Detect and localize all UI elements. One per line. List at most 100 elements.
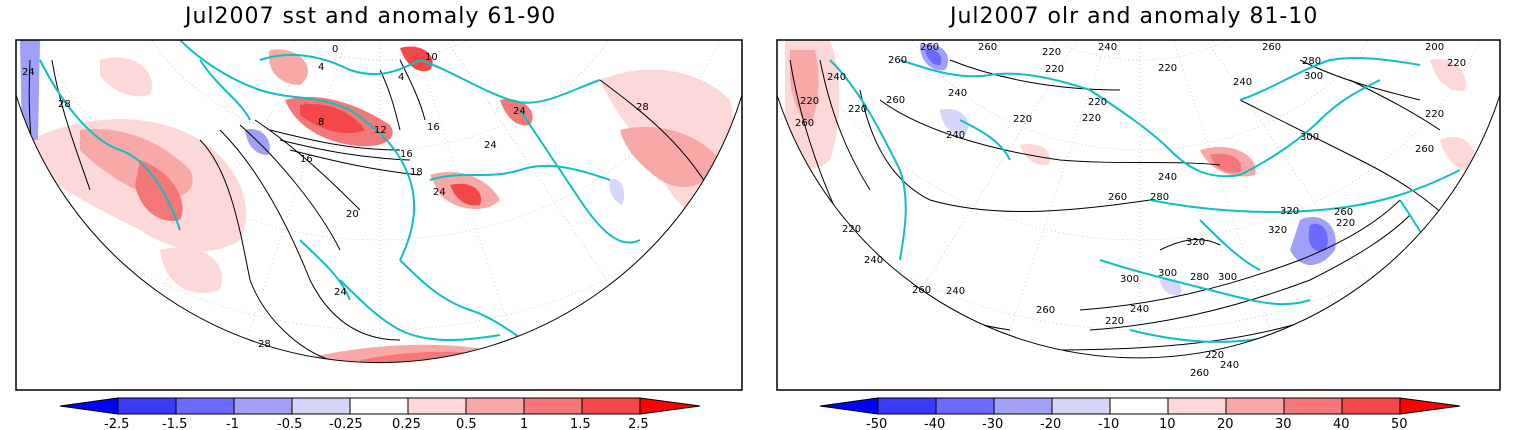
right-contour-label: 300: [1304, 71, 1323, 82]
left-contour-label: 28: [258, 339, 271, 350]
left-colorbar-label: 0.25: [392, 417, 421, 430]
right-contour-label: 300: [1120, 274, 1139, 285]
right-contour-label: 240: [948, 88, 967, 99]
left-colorbar-label: -1.5: [162, 417, 187, 430]
right-contour-label: 240: [864, 255, 883, 266]
right-contour-label: 220: [1105, 316, 1124, 327]
right-contour-label: 320: [1186, 237, 1205, 248]
left-colorbar-label: 1: [520, 417, 528, 430]
right-contour-label: 320: [1268, 225, 1287, 236]
right-contour-label: 240: [946, 286, 965, 297]
right-contour-label: 240: [1130, 304, 1149, 315]
left-colorbar-label: -0.5: [277, 417, 302, 430]
right-panel-title: Jul2007 olr and anomaly 81-10: [950, 4, 1319, 29]
right-map-frame: [776, 39, 1501, 391]
right-colorbar-label: -40: [924, 417, 945, 430]
right-contour-label: 260: [920, 42, 939, 53]
right-contour-label: 220: [1158, 63, 1177, 74]
right-colorbar-label: 50: [1391, 417, 1408, 430]
left-contour-label: 28: [636, 102, 649, 113]
right-contour-label: 200: [1425, 42, 1444, 53]
right-colorbar-label: 30: [1275, 417, 1292, 430]
left-colorbar: -2.5 -1.5 -1 -0.5 -0.25 0.25 0.5 1 1.5 2…: [59, 397, 701, 430]
right-contour-label: 240: [827, 72, 846, 83]
right-contour-label: 260: [978, 42, 997, 53]
right-contour-label: 220: [1425, 109, 1444, 120]
left-colorbar-label: 2.5: [628, 417, 649, 430]
right-contour-label: 300: [1218, 272, 1237, 283]
right-map: 220 240 220 260 260 260 240 260 260 220 …: [776, 39, 1501, 391]
right-contour-label: 260: [1036, 305, 1055, 316]
right-colorbar-label: 20: [1217, 417, 1234, 430]
right-contour-label: 280: [1150, 192, 1169, 203]
right-colorbar-label: 10: [1159, 417, 1176, 430]
left-map-frame: [15, 39, 743, 391]
right-colorbar-label: -50: [866, 417, 887, 430]
left-panel-title: Jul2007 sst and anomaly 61-90: [185, 4, 557, 29]
right-contour-label: 280: [1302, 56, 1321, 67]
right-contour-label: 220: [1447, 58, 1466, 69]
right-contour-label: 220: [1013, 114, 1032, 125]
right-contour-label: 220: [842, 224, 861, 235]
left-colorbar-label: 1.5: [570, 417, 591, 430]
left-contour-label: 16: [400, 149, 413, 160]
left-contour-label: 24: [433, 187, 446, 198]
right-contour-label: 260: [1415, 144, 1434, 155]
right-colorbar-label: -30: [982, 417, 1003, 430]
left-contour-label: 24: [484, 140, 497, 151]
right-contour-label: 260: [912, 285, 931, 296]
right-contour-label: 260: [1262, 42, 1281, 53]
right-colorbar-label: -10: [1098, 417, 1119, 430]
right-projection-edge: [776, 94, 1501, 359]
left-map: 24 28 4 0 4 8 12 16 16 16 18 20 24 24 24…: [15, 39, 743, 391]
left-projection-edge: [15, 94, 743, 364]
right-contour-label: 240: [1233, 77, 1252, 88]
right-contour-labels: 220 240 220 260 260 260 240 260 260 220 …: [795, 42, 1466, 379]
right-contour-label: 320: [1280, 206, 1299, 217]
right-contour-label: 240: [1220, 360, 1239, 371]
right-colorbar-label: 40: [1333, 417, 1350, 430]
left-contour-label: 16: [300, 154, 313, 165]
left-anomaly-fill: [16, 40, 742, 363]
right-colorbar-label: -20: [1040, 417, 1061, 430]
right-anomaly-fill: [777, 40, 1500, 358]
right-colorbar: -50 -40 -30 -20 -10 10 20 30 40 50: [819, 397, 1461, 430]
right-contour-label: 300: [1158, 268, 1177, 279]
left-colorbar-label: -0.25: [329, 417, 363, 430]
left-contour-label: 0: [332, 44, 338, 55]
right-contour-label: 240: [946, 130, 965, 141]
right-contour-label: 260: [886, 95, 905, 106]
left-contour-label: 18: [410, 167, 423, 178]
left-contour-label: 10: [425, 52, 438, 63]
right-contour-label: 220: [1042, 47, 1061, 58]
right-contour-label: 220: [1082, 113, 1101, 124]
right-contour-label: 220: [800, 96, 819, 107]
right-contour-label: 260: [1190, 368, 1209, 379]
right-contour-label: 240: [1098, 42, 1117, 53]
right-contour-label: 220: [1088, 97, 1107, 108]
right-contour-label: 220: [1205, 350, 1224, 361]
left-contour-label: 16: [427, 122, 440, 133]
left-contour-label: 28: [58, 99, 71, 110]
right-contour-label: 260: [795, 118, 814, 129]
left-contour-label: 8: [318, 117, 324, 128]
left-contour-label: 20: [346, 209, 359, 220]
right-contour-label: 260: [888, 55, 907, 66]
left-contour-label: 24: [334, 287, 347, 298]
right-contour-label: 240: [1158, 172, 1177, 183]
right-contour-label: 220: [1045, 64, 1064, 75]
left-colorbar-label: 0.5: [456, 417, 477, 430]
right-contour-label: 220: [848, 104, 867, 115]
right-contour-label: 220: [1336, 218, 1355, 229]
right-contour-label: 280: [1190, 272, 1209, 283]
right-contour-label: 300: [1300, 132, 1319, 143]
left-colorbar-label: -2.5: [104, 417, 129, 430]
left-contour-label: 12: [374, 125, 387, 136]
left-contour-label: 4: [318, 62, 324, 73]
right-contour-label: 260: [1334, 207, 1353, 218]
left-colorbar-label: -1: [226, 417, 239, 430]
left-contour-label: 4: [398, 72, 404, 83]
left-contour-label: 24: [513, 106, 526, 117]
right-contour-label: 260: [1108, 192, 1127, 203]
